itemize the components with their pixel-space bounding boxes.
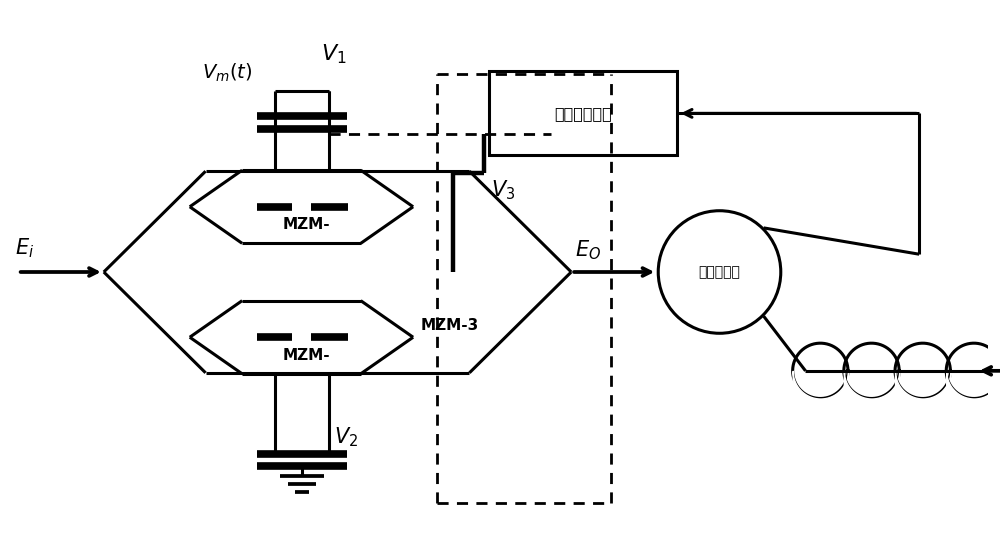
Text: $E_O$: $E_O$: [575, 238, 601, 262]
Text: MZM-3: MZM-3: [421, 318, 479, 333]
Bar: [489, 71, 677, 156]
Text: MZM-: MZM-: [283, 217, 330, 232]
Text: $V_2$: $V_2$: [334, 425, 358, 449]
Text: $V_3$: $V_3$: [491, 178, 515, 202]
Text: MZM-: MZM-: [283, 348, 330, 362]
Text: $V_1$: $V_1$: [321, 43, 347, 66]
Text: 光纤耦合器: 光纤耦合器: [699, 265, 740, 279]
Text: $E_i$: $E_i$: [15, 237, 34, 260]
Text: 反馈控制系统: 反馈控制系统: [554, 106, 612, 121]
Text: $V_m(t)$: $V_m(t)$: [202, 62, 253, 84]
